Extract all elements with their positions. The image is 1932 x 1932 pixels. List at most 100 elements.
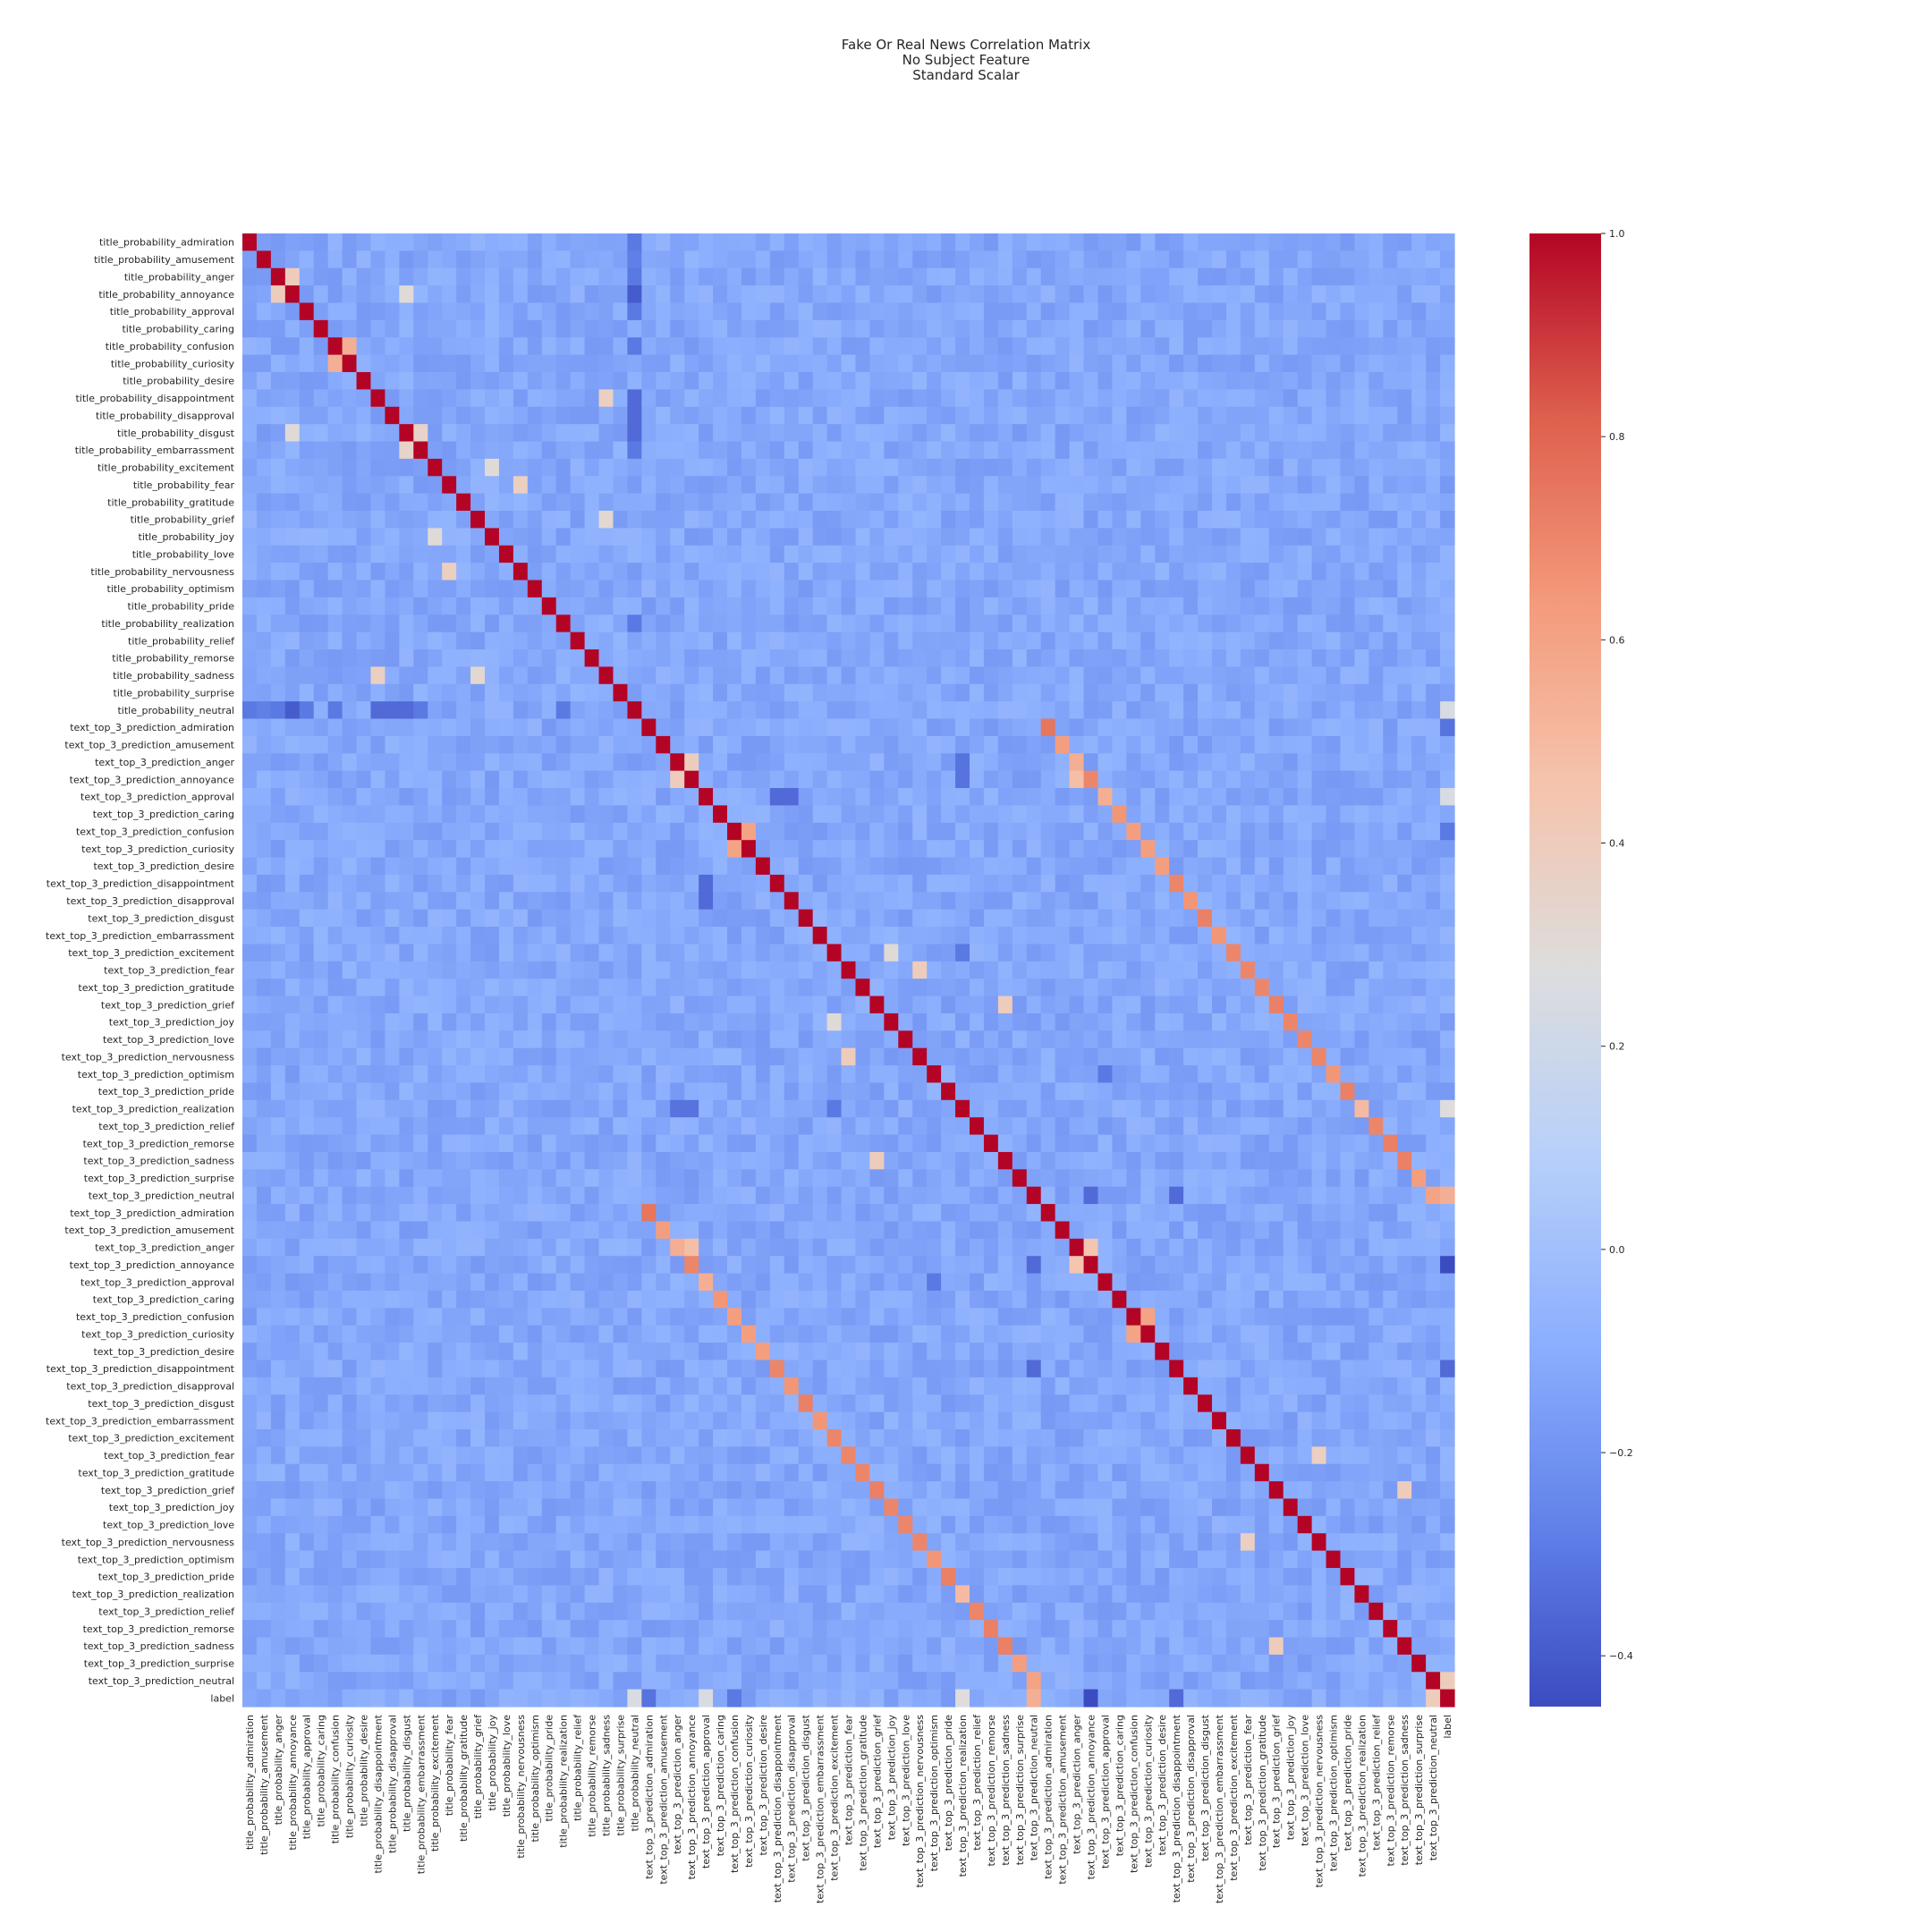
- heatmap-cell: [555, 996, 572, 1014]
- heatmap-cell: [584, 511, 600, 529]
- heatmap-cell: [769, 372, 785, 390]
- heatmap-cell: [997, 805, 1013, 824]
- heatmap-cell: [1140, 614, 1156, 633]
- heatmap-cell: [1069, 944, 1085, 962]
- heatmap-cell: [1155, 788, 1170, 807]
- heatmap-cell: [699, 1099, 714, 1118]
- heatmap-cell: [826, 1151, 843, 1170]
- heatmap-cell: [1140, 372, 1156, 390]
- heatmap-cell: [1397, 735, 1412, 754]
- heatmap-cell: [270, 233, 286, 251]
- heatmap-cell: [1198, 614, 1213, 633]
- heatmap-cell: [270, 1238, 286, 1257]
- heatmap-cell: [584, 1134, 600, 1153]
- heatmap-cell: [1368, 840, 1384, 859]
- heatmap-cell: [442, 1238, 457, 1257]
- heatmap-cell: [855, 267, 871, 286]
- heatmap-cell: [1311, 372, 1327, 390]
- heatmap-cell: [1240, 892, 1256, 911]
- heatmap-cell: [699, 944, 714, 962]
- heatmap-cell: [1240, 319, 1256, 338]
- heatmap-cell: [983, 233, 999, 251]
- heatmap-cell: [1283, 683, 1299, 702]
- heatmap-cell: [912, 718, 928, 737]
- heatmap-cell: [555, 822, 572, 841]
- heatmap-cell: [413, 1204, 428, 1223]
- heatmap-cell: [399, 389, 414, 408]
- heatmap-cell: [912, 666, 928, 685]
- heatmap-cell: [470, 1099, 486, 1118]
- heatmap-cell: [741, 1047, 757, 1066]
- heatmap-cell: [898, 805, 913, 824]
- heatmap-cell: [1112, 319, 1127, 338]
- heatmap-cell: [1383, 614, 1398, 633]
- heatmap-cell: [1069, 788, 1085, 807]
- heatmap-cell: [855, 372, 871, 390]
- heatmap-cell: [727, 580, 742, 598]
- heatmap-cell: [1440, 1047, 1455, 1066]
- heatmap-cell: [1069, 1082, 1085, 1101]
- heatmap-cell: [327, 250, 343, 269]
- heatmap-cell: [812, 735, 828, 754]
- heatmap-cell: [927, 458, 942, 477]
- heatmap-cell: [798, 805, 814, 824]
- heatmap-cell: [456, 1065, 471, 1084]
- heatmap-cell: [313, 493, 329, 512]
- heatmap-cell: [527, 683, 543, 702]
- heatmap-cell: [1097, 337, 1114, 356]
- heatmap-cell: [812, 233, 828, 251]
- heatmap-cell: [755, 1169, 771, 1188]
- heatmap-cell: [884, 666, 899, 685]
- heatmap-cell: [769, 406, 785, 425]
- heatmap-cell: [1012, 389, 1028, 408]
- heatmap-cell: [1225, 406, 1241, 425]
- heatmap-cell: [1140, 319, 1156, 338]
- heatmap-cell: [741, 1151, 757, 1170]
- heatmap-cell: [1069, 892, 1085, 911]
- heatmap-cell: [342, 770, 358, 789]
- heatmap-cell: [784, 840, 800, 859]
- heatmap-cell: [399, 874, 414, 893]
- heatmap-cell: [1440, 406, 1455, 425]
- heatmap-cell: [470, 424, 486, 443]
- heatmap-cell: [727, 511, 742, 529]
- heatmap-cells: [242, 233, 1455, 1707]
- heatmap-cell: [1354, 1082, 1369, 1101]
- heatmap-cell: [1012, 1117, 1028, 1136]
- heatmap-cell: [1311, 319, 1327, 338]
- heatmap-cell: [399, 1204, 414, 1223]
- heatmap-cell: [1326, 1221, 1342, 1240]
- heatmap-cell: [1268, 597, 1284, 615]
- heatmap-cell: [841, 319, 857, 338]
- heatmap-cell: [1155, 822, 1170, 841]
- heatmap-cell: [584, 735, 600, 754]
- heatmap-cell: [270, 805, 286, 824]
- heatmap-cell: [256, 944, 272, 962]
- heatmap-cell: [1026, 406, 1042, 425]
- heatmap-cell: [1311, 250, 1327, 269]
- heatmap-cell: [1040, 892, 1056, 911]
- heatmap-cell: [513, 770, 529, 789]
- heatmap-cell: [342, 458, 358, 477]
- heatmap-cell: [826, 563, 843, 581]
- heatmap-cell: [1040, 1169, 1056, 1188]
- heatmap-cell: [1097, 1099, 1114, 1118]
- heatmap-cell: [955, 874, 970, 893]
- heatmap-cell: [513, 476, 529, 495]
- heatmap-cell: [1411, 1082, 1427, 1101]
- heatmap-cell: [970, 961, 985, 979]
- heatmap-cell: [869, 424, 885, 443]
- heatmap-cell: [684, 528, 699, 547]
- heatmap-cell: [1055, 996, 1071, 1014]
- heatmap-cell: [1026, 718, 1042, 737]
- heatmap-cell: [1297, 683, 1313, 702]
- heatmap-cell: [699, 1013, 714, 1031]
- heatmap-cell: [570, 545, 586, 564]
- heatmap-cell: [983, 788, 999, 807]
- heatmap-cell: [927, 1047, 942, 1066]
- heatmap-cell: [570, 476, 586, 495]
- heatmap-cell: [399, 1030, 414, 1049]
- heatmap-cell: [784, 996, 800, 1014]
- heatmap-cell: [1354, 285, 1369, 304]
- heatmap-cell: [713, 1134, 728, 1153]
